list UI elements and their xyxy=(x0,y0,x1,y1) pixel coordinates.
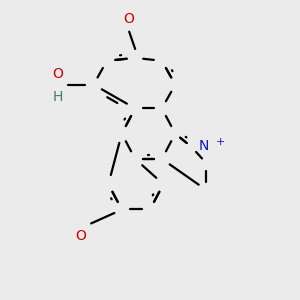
Text: H: H xyxy=(52,90,63,104)
Text: +: + xyxy=(215,137,225,147)
Text: O: O xyxy=(123,12,134,26)
Text: O: O xyxy=(75,229,86,243)
Text: O: O xyxy=(52,67,63,81)
Text: N: N xyxy=(199,139,209,152)
